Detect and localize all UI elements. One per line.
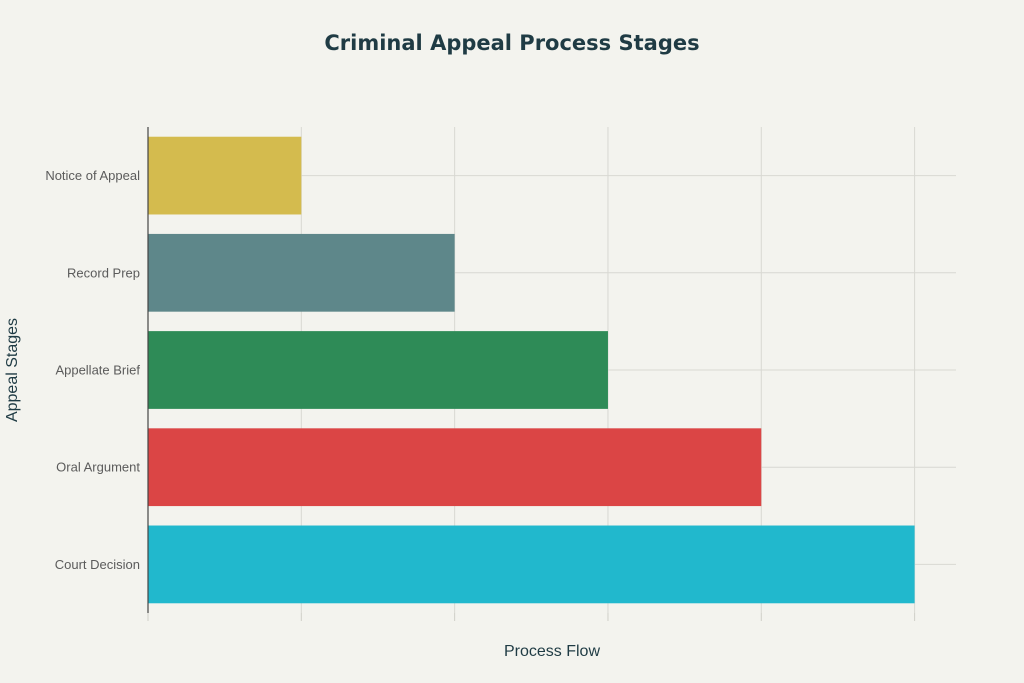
bar-oral-argument [148, 428, 762, 507]
category-labels: Notice of Appeal Record Prep Appellate Bri… [45, 168, 140, 572]
y-axis-title: Appeal Stages [4, 318, 21, 422]
x-axis-title: Process Flow [504, 643, 600, 660]
bar-appellate-brief [148, 331, 608, 409]
bar-record-prep [148, 233, 455, 312]
category-label: Oral Argument [56, 460, 140, 475]
bars-layer [148, 136, 915, 604]
category-label: Appellate Brief [55, 363, 140, 378]
category-label: Notice of Appeal [45, 168, 140, 183]
category-label: Record Prep [67, 265, 140, 280]
category-label: Court Decision [55, 557, 140, 572]
bar-court-decision [148, 525, 915, 604]
bar-notice-of-appeal [148, 136, 302, 215]
chart-title: Criminal Appeal Process Stages [324, 31, 699, 55]
